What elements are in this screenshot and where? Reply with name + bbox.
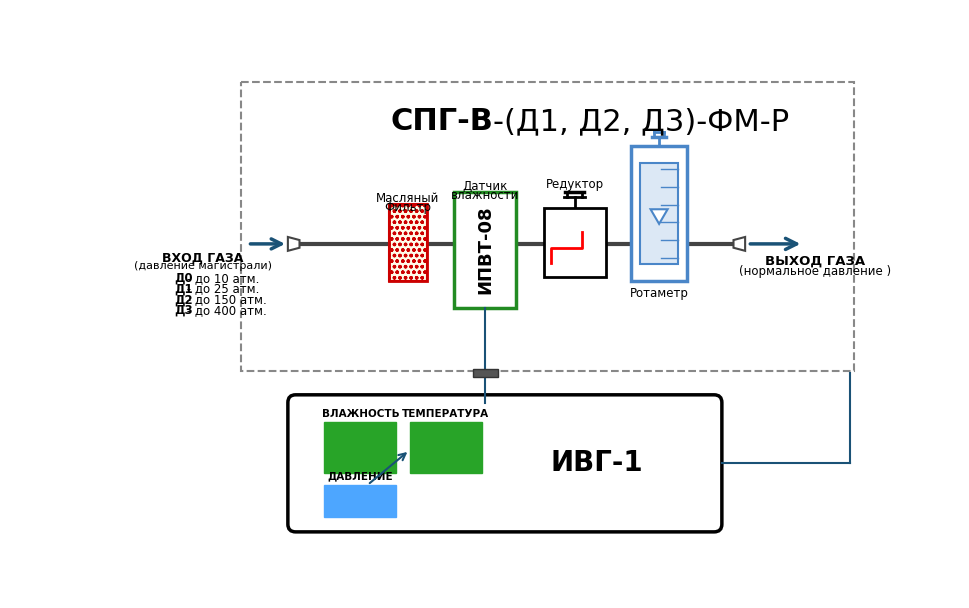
Bar [389, 204, 427, 281]
Bar [241, 82, 853, 371]
Text: ВЛАЖНОСТЬ: ВЛАЖНОСТЬ [321, 409, 398, 419]
Bar [454, 192, 516, 308]
Bar [640, 163, 677, 264]
FancyBboxPatch shape [288, 395, 721, 532]
Text: Д0: Д0 [173, 272, 193, 285]
Text: - до 150 атм.: - до 150 атм. [183, 293, 266, 306]
Text: Ротаметр: Ротаметр [629, 287, 688, 300]
Bar [324, 422, 396, 474]
Bar [389, 204, 427, 281]
Text: (давление магистрали): (давление магистрали) [134, 261, 271, 271]
Bar [473, 370, 497, 377]
Text: Д1: Д1 [173, 282, 193, 295]
Text: (нормальное давление ): (нормальное давление ) [738, 266, 890, 278]
Text: влажности: влажности [451, 189, 519, 202]
Bar [631, 146, 686, 281]
Text: ИВГ-1: ИВГ-1 [550, 449, 642, 477]
Text: - до 400 атм.: - до 400 атм. [183, 304, 266, 317]
Text: ВЫХОД ГАЗА: ВЫХОД ГАЗА [764, 255, 864, 268]
Text: ИПВТ-08: ИПВТ-08 [476, 206, 494, 294]
Text: Датчик: Датчик [462, 180, 508, 193]
Text: СПГ-В: СПГ-В [390, 107, 493, 136]
Polygon shape [650, 209, 667, 224]
Text: Фильтр: Фильтр [384, 201, 431, 214]
Bar [543, 208, 605, 277]
Text: ТЕМПЕРАТУРА: ТЕМПЕРАТУРА [401, 409, 488, 419]
Text: Редуктор: Редуктор [545, 178, 603, 191]
Text: - до 10 атм.: - до 10 атм. [183, 272, 260, 285]
Text: ДАВЛЕНИЕ: ДАВЛЕНИЕ [328, 472, 392, 482]
Bar [409, 422, 482, 474]
Text: -(Д1, Д2, Д3)-ФМ-Р: -(Д1, Д2, Д3)-ФМ-Р [493, 107, 789, 136]
Bar [324, 485, 396, 517]
Polygon shape [733, 237, 744, 251]
Text: Д2: Д2 [173, 293, 193, 306]
Text: - до 25 атм.: - до 25 атм. [183, 282, 260, 295]
Text: ВХОД ГАЗА: ВХОД ГАЗА [162, 252, 243, 264]
Text: Д3: Д3 [173, 304, 193, 317]
Polygon shape [288, 237, 299, 251]
Text: Масляный: Масляный [376, 192, 439, 204]
